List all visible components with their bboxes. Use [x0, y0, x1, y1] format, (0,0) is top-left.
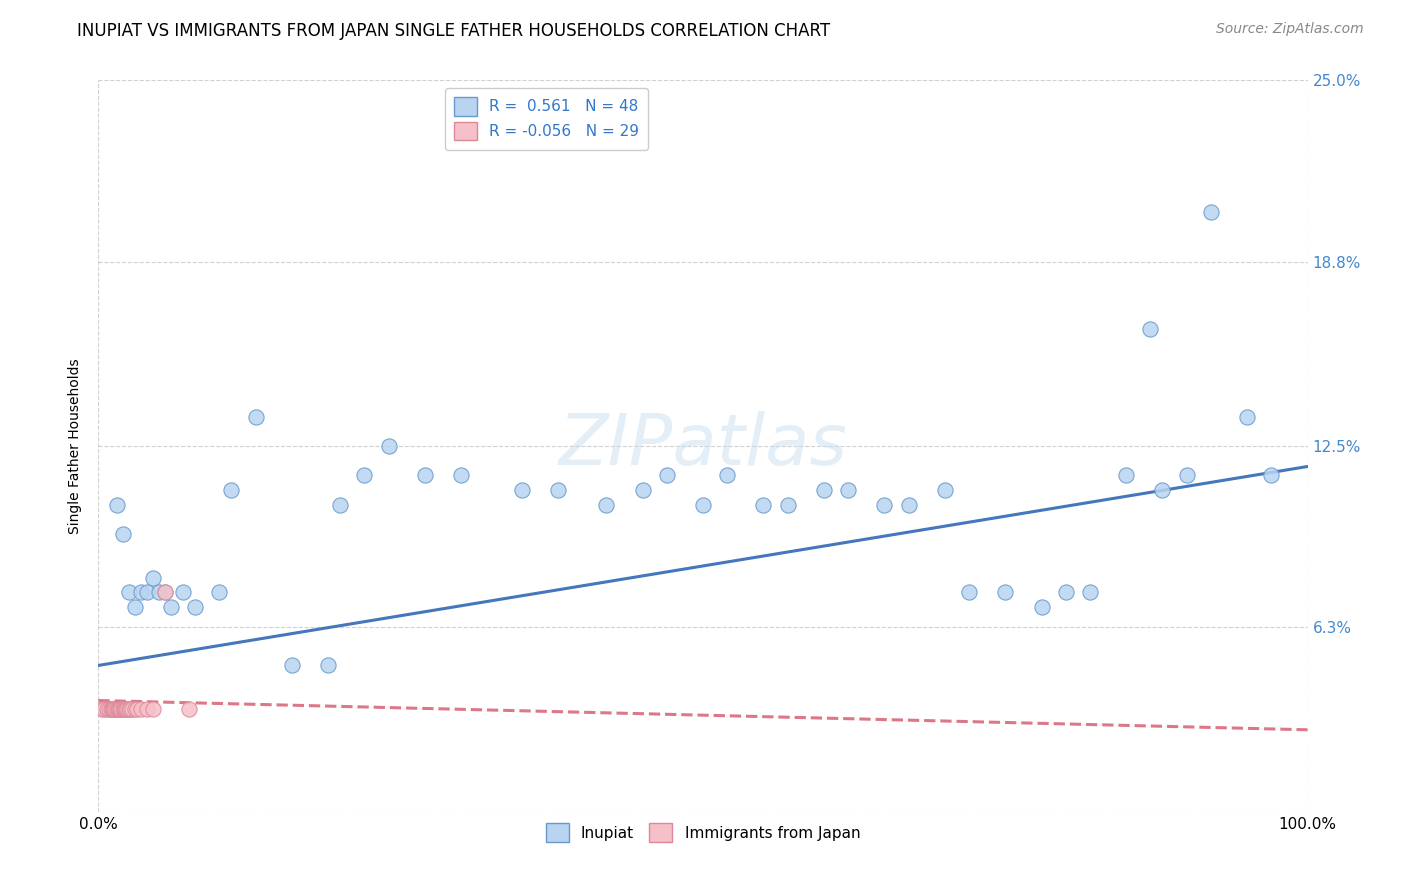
Point: [153, 585, 176, 599]
Point: [160, 599, 183, 614]
Point: [837, 483, 859, 497]
Point: [329, 498, 352, 512]
Point: [595, 498, 617, 512]
Point: [1031, 599, 1053, 614]
Point: [377, 439, 399, 453]
Point: [114, 702, 136, 716]
Point: [172, 585, 194, 599]
Point: [115, 702, 138, 716]
Point: [127, 702, 149, 716]
Point: [93, 702, 115, 716]
Point: [108, 702, 131, 716]
Point: [100, 702, 122, 716]
Point: [184, 599, 207, 614]
Point: [1152, 483, 1174, 497]
Text: INUPIAT VS IMMIGRANTS FROM JAPAN SINGLE FATHER HOUSEHOLDS CORRELATION CHART: INUPIAT VS IMMIGRANTS FROM JAPAN SINGLE …: [77, 22, 831, 40]
Point: [179, 702, 201, 716]
Point: [776, 498, 799, 512]
Point: [135, 585, 157, 599]
Point: [994, 585, 1017, 599]
Y-axis label: Single Father Households: Single Father Households: [69, 359, 83, 533]
Point: [813, 483, 835, 497]
Point: [1078, 585, 1101, 599]
Point: [117, 702, 139, 716]
Point: [111, 526, 134, 541]
Point: [413, 468, 436, 483]
Point: [153, 585, 176, 599]
Point: [142, 571, 165, 585]
Point: [957, 585, 980, 599]
Point: [1054, 585, 1077, 599]
Point: [121, 702, 143, 716]
Point: [281, 658, 304, 673]
Point: [510, 483, 533, 497]
Point: [716, 468, 738, 483]
Point: [118, 702, 141, 716]
Point: [873, 498, 896, 512]
Point: [118, 585, 141, 599]
Text: Source: ZipAtlas.com: Source: ZipAtlas.com: [1216, 22, 1364, 37]
Point: [124, 599, 146, 614]
Point: [1115, 468, 1137, 483]
Point: [96, 702, 118, 716]
Point: [1175, 468, 1198, 483]
Point: [108, 702, 131, 716]
Point: [91, 702, 114, 716]
Point: [450, 468, 472, 483]
Point: [897, 498, 920, 512]
Point: [353, 468, 375, 483]
Point: [1260, 468, 1282, 483]
Point: [148, 585, 170, 599]
Point: [692, 498, 714, 512]
Point: [245, 409, 267, 424]
Point: [112, 702, 135, 716]
Point: [135, 702, 157, 716]
Point: [101, 702, 124, 716]
Point: [124, 702, 146, 716]
Point: [934, 483, 956, 497]
Point: [129, 585, 152, 599]
Point: [221, 483, 243, 497]
Text: ZIPatlas: ZIPatlas: [558, 411, 848, 481]
Point: [1139, 322, 1161, 336]
Point: [655, 468, 678, 483]
Point: [208, 585, 231, 599]
Point: [1236, 409, 1258, 424]
Point: [98, 702, 121, 716]
Legend: Inupiat, Immigrants from Japan: Inupiat, Immigrants from Japan: [540, 817, 866, 848]
Point: [105, 498, 128, 512]
Point: [129, 702, 152, 716]
Point: [752, 498, 775, 512]
Point: [142, 702, 165, 716]
Point: [631, 483, 654, 497]
Point: [1199, 205, 1222, 219]
Point: [100, 702, 122, 716]
Point: [111, 702, 134, 716]
Point: [103, 702, 125, 716]
Point: [107, 702, 129, 716]
Point: [110, 702, 132, 716]
Point: [547, 483, 569, 497]
Point: [105, 702, 128, 716]
Point: [118, 702, 141, 716]
Point: [104, 702, 127, 716]
Point: [316, 658, 339, 673]
